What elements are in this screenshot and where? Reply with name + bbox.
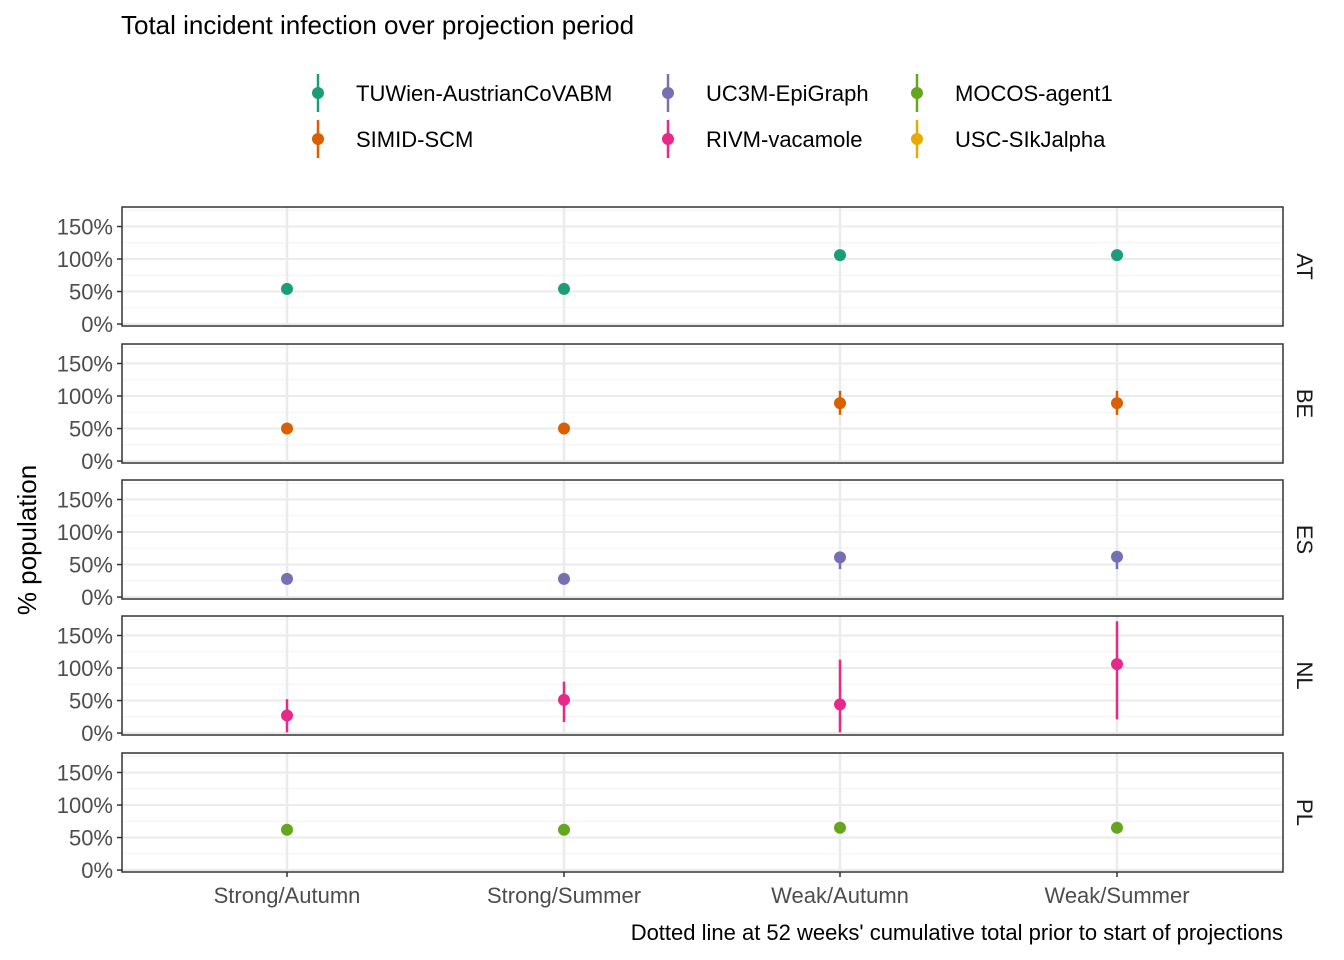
data-point — [834, 249, 846, 262]
x-tick-label: Strong/Autumn — [214, 883, 361, 908]
y-tick-label: 150% — [57, 488, 113, 513]
panel-nl: 0% 50% 100% 150% NL — [57, 615, 1317, 746]
strip-label: PL — [1292, 799, 1317, 826]
data-point — [558, 422, 570, 435]
y-tick-label: 50% — [69, 826, 113, 851]
legend: TUWien-AustrianCoVABM UC3M-EpiGraph MOCOS-… — [312, 74, 1113, 158]
y-tick-label: 0% — [81, 585, 113, 610]
x-tick-label: Weak/Autumn — [771, 883, 909, 908]
data-point — [834, 698, 846, 711]
y-tick-label: 0% — [81, 312, 113, 337]
panel-es: 0% 50% 100% 150% ES — [57, 479, 1317, 610]
strip-label: NL — [1292, 661, 1317, 689]
y-tick-label: 150% — [57, 215, 113, 240]
data-point — [834, 397, 846, 410]
y-tick-label: 150% — [57, 624, 113, 649]
legend-label: SIMID-SCM — [356, 127, 473, 152]
panel-border — [121, 479, 1284, 600]
legend-key-point — [662, 133, 674, 145]
chart-title: Total incident infection over projection… — [121, 10, 634, 40]
data-point — [558, 572, 570, 585]
legend-entry: SIMID-SCM — [312, 120, 473, 158]
data-point — [558, 282, 570, 295]
y-tick-label: 100% — [57, 656, 113, 681]
data-point — [1111, 397, 1123, 410]
y-tick-label: 150% — [57, 352, 113, 377]
data-point — [281, 823, 293, 836]
legend-entry: RIVM-vacamole — [662, 120, 862, 158]
panel-pl: 0% 50% 100% 150% PL — [57, 752, 1317, 883]
data-point — [281, 709, 293, 722]
data-point — [834, 551, 846, 564]
panel-border — [121, 206, 1284, 327]
data-point — [281, 422, 293, 435]
x-tick-label: Weak/Summer — [1044, 883, 1189, 908]
legend-label: RIVM-vacamole — [706, 127, 862, 152]
legend-entry: MOCOS-agent1 — [911, 74, 1113, 112]
y-tick-label: 100% — [57, 247, 113, 272]
data-point — [281, 282, 293, 295]
y-tick-label: 50% — [69, 689, 113, 714]
x-axis: Strong/Autumn Strong/Summer Weak/Autumn Wea… — [214, 872, 1190, 908]
legend-key-point — [911, 87, 923, 99]
panel-border — [121, 752, 1284, 873]
chart-caption: Dotted line at 52 weeks' cumulative tota… — [631, 920, 1283, 945]
strip-label: BE — [1292, 389, 1317, 418]
data-point — [1111, 821, 1123, 834]
legend-key-point — [312, 87, 324, 99]
y-tick-label: 100% — [57, 520, 113, 545]
legend-label: TUWien-AustrianCoVABM — [356, 81, 612, 106]
legend-entry: USC-SIkJalpha — [911, 120, 1106, 158]
legend-label: MOCOS-agent1 — [955, 81, 1113, 106]
y-axis-label: % population — [12, 465, 42, 615]
data-point — [1111, 658, 1123, 671]
legend-entry: TUWien-AustrianCoVABM — [312, 74, 612, 112]
y-tick-label: 100% — [57, 793, 113, 818]
panel-border — [121, 615, 1284, 736]
y-tick-label: 100% — [57, 384, 113, 409]
y-tick-label: 150% — [57, 761, 113, 786]
x-tick-label: Strong/Summer — [487, 883, 641, 908]
y-tick-label: 0% — [81, 449, 113, 474]
panel-at: 0% 50% 100% 150% AT — [57, 206, 1317, 337]
panel-border — [121, 343, 1284, 464]
strip-label: ES — [1292, 525, 1317, 554]
panels: 0% 50% 100% 150% AT 0% 50% 100% 150% BE 0% 50% 100% 1… — [57, 206, 1317, 883]
data-point — [558, 823, 570, 836]
legend-key-point — [662, 87, 674, 99]
data-point — [1111, 550, 1123, 563]
y-tick-label: 50% — [69, 280, 113, 305]
data-point — [834, 821, 846, 834]
legend-label: UC3M-EpiGraph — [706, 81, 869, 106]
y-tick-label: 0% — [81, 858, 113, 883]
legend-label: USC-SIkJalpha — [955, 127, 1106, 152]
strip-label: AT — [1292, 253, 1317, 279]
data-point — [1111, 249, 1123, 262]
panel-be: 0% 50% 100% 150% BE — [57, 343, 1317, 474]
y-tick-label: 50% — [69, 553, 113, 578]
y-tick-label: 50% — [69, 417, 113, 442]
legend-key-point — [911, 133, 923, 145]
y-tick-label: 0% — [81, 721, 113, 746]
data-point — [558, 693, 570, 706]
legend-entry: UC3M-EpiGraph — [662, 74, 869, 112]
legend-key-point — [312, 133, 324, 145]
data-point — [281, 572, 293, 585]
